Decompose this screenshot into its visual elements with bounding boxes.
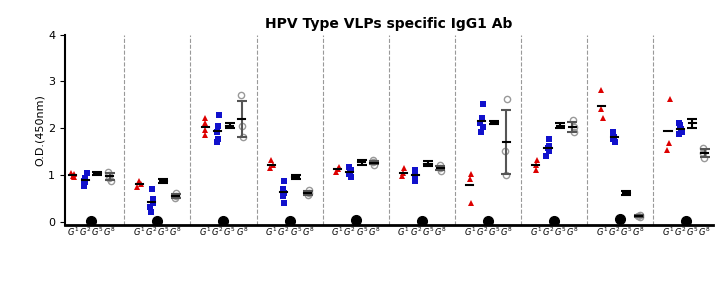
- Title: HPV Type VLPs specific IgG1 Ab: HPV Type VLPs specific IgG1 Ab: [265, 17, 513, 31]
- Y-axis label: O.D.(450nm): O.D.(450nm): [35, 94, 45, 166]
